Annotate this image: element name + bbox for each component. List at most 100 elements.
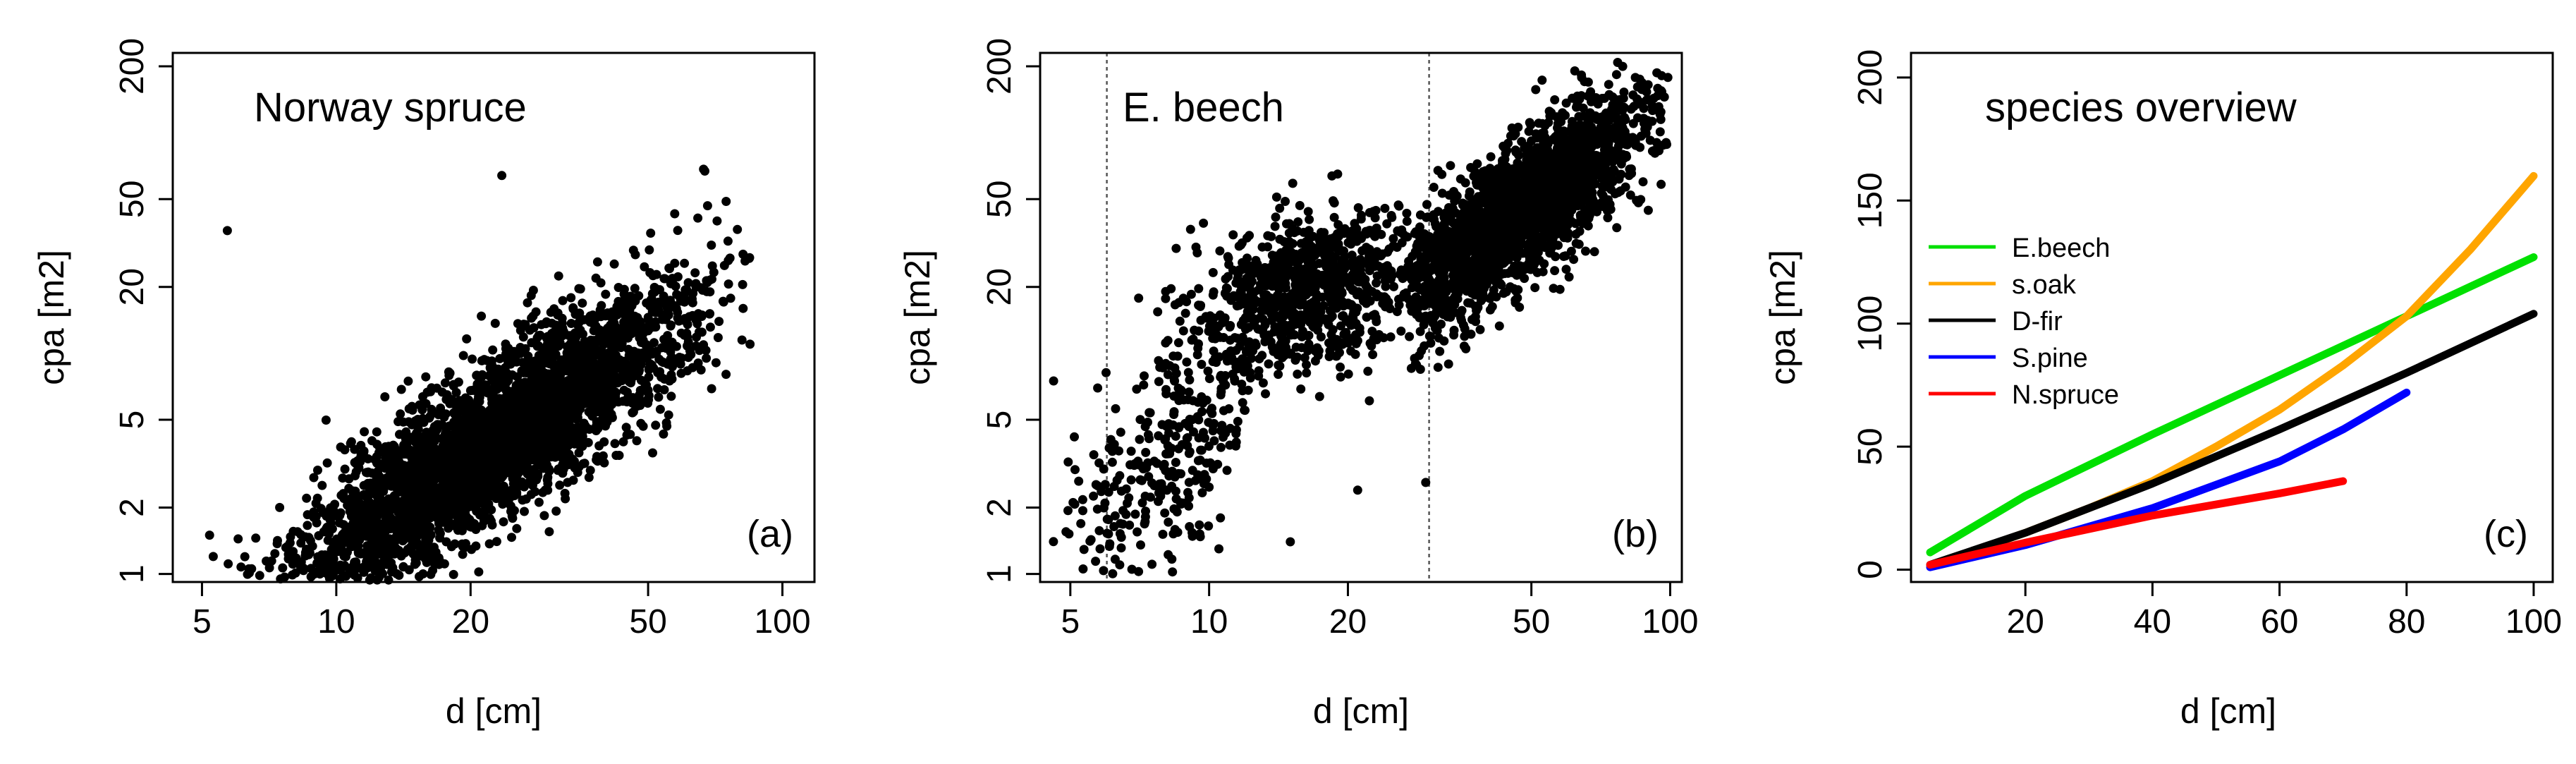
data-point bbox=[519, 482, 529, 492]
data-point bbox=[705, 309, 715, 319]
data-point bbox=[557, 318, 567, 328]
data-point bbox=[303, 521, 312, 530]
data-point bbox=[738, 279, 747, 289]
data-point bbox=[639, 327, 649, 337]
data-point bbox=[629, 293, 639, 303]
data-point bbox=[617, 339, 627, 348]
data-point bbox=[1266, 315, 1276, 325]
data-point bbox=[1336, 228, 1345, 237]
data-point bbox=[1184, 501, 1194, 511]
data-point bbox=[1365, 396, 1374, 406]
data-point bbox=[1314, 392, 1324, 401]
data-point bbox=[528, 468, 538, 478]
data-point bbox=[546, 308, 556, 317]
data-point bbox=[1208, 464, 1218, 473]
data-point bbox=[338, 520, 348, 530]
data-point bbox=[1367, 286, 1377, 296]
data-point bbox=[1076, 519, 1086, 528]
data-point bbox=[1116, 428, 1125, 437]
data-point bbox=[1537, 75, 1547, 85]
data-point bbox=[1361, 226, 1371, 236]
data-point bbox=[391, 495, 401, 505]
data-point bbox=[535, 353, 544, 363]
data-point bbox=[453, 512, 463, 522]
data-point bbox=[1290, 280, 1300, 290]
data-point bbox=[383, 546, 393, 556]
data-point bbox=[499, 449, 509, 459]
data-point bbox=[363, 454, 373, 463]
data-point bbox=[1186, 289, 1196, 299]
data-point bbox=[472, 507, 482, 516]
data-point bbox=[1136, 540, 1145, 550]
data-point bbox=[396, 409, 405, 419]
data-point bbox=[683, 278, 693, 288]
data-point bbox=[455, 418, 465, 428]
data-point bbox=[1178, 293, 1188, 303]
data-point bbox=[584, 473, 594, 483]
data-point bbox=[670, 209, 680, 219]
data-point bbox=[646, 229, 656, 238]
data-point bbox=[413, 416, 422, 425]
data-point bbox=[336, 560, 346, 570]
data-point bbox=[432, 494, 441, 504]
data-point bbox=[1154, 488, 1164, 498]
data-point bbox=[661, 344, 671, 353]
data-point bbox=[613, 326, 623, 336]
data-point bbox=[1336, 261, 1345, 271]
data-point bbox=[440, 378, 450, 388]
data-point bbox=[1238, 398, 1247, 408]
panel-b-points bbox=[1049, 58, 1673, 578]
data-point bbox=[446, 430, 456, 440]
data-point bbox=[1281, 245, 1291, 255]
data-point bbox=[713, 333, 723, 342]
data-point bbox=[625, 430, 635, 439]
data-point bbox=[401, 434, 410, 444]
data-point bbox=[1655, 127, 1665, 137]
y-tick-label: 2 bbox=[114, 498, 151, 517]
data-point bbox=[1102, 528, 1112, 538]
data-point bbox=[644, 372, 654, 382]
panel-a-xlabel: d [cm] bbox=[446, 691, 542, 731]
data-point bbox=[473, 413, 482, 423]
data-point bbox=[510, 478, 520, 487]
data-point bbox=[707, 384, 716, 394]
data-point bbox=[1368, 350, 1378, 360]
data-point bbox=[392, 569, 402, 578]
data-point bbox=[293, 527, 303, 537]
data-point bbox=[1204, 442, 1214, 451]
data-point bbox=[1101, 368, 1111, 377]
data-point bbox=[1281, 279, 1290, 289]
data-point bbox=[1158, 529, 1168, 539]
data-point bbox=[393, 507, 403, 517]
data-point bbox=[1333, 243, 1343, 253]
panel-a-points bbox=[205, 164, 755, 585]
data-point bbox=[448, 569, 458, 579]
data-point bbox=[1100, 480, 1110, 490]
data-point bbox=[436, 404, 446, 413]
data-point bbox=[470, 492, 480, 502]
data-point bbox=[1070, 465, 1080, 475]
data-point bbox=[319, 527, 329, 537]
data-point bbox=[527, 480, 537, 490]
data-point bbox=[1353, 272, 1363, 281]
data-point bbox=[208, 552, 218, 562]
data-point bbox=[661, 418, 671, 428]
data-point bbox=[1283, 260, 1293, 270]
data-point bbox=[1163, 336, 1173, 346]
data-point bbox=[417, 552, 427, 562]
data-point bbox=[683, 341, 692, 351]
data-point bbox=[322, 511, 332, 521]
data-point bbox=[1238, 332, 1247, 342]
data-point bbox=[513, 383, 523, 392]
data-point bbox=[1274, 370, 1283, 380]
data-point bbox=[1116, 543, 1126, 553]
data-point bbox=[1182, 357, 1192, 367]
data-point bbox=[302, 493, 312, 503]
data-point bbox=[500, 363, 510, 372]
data-point bbox=[361, 468, 371, 478]
data-point bbox=[452, 484, 462, 494]
data-point bbox=[1202, 395, 1211, 405]
data-point bbox=[659, 385, 669, 394]
data-point bbox=[634, 364, 644, 373]
data-point bbox=[1078, 506, 1087, 516]
